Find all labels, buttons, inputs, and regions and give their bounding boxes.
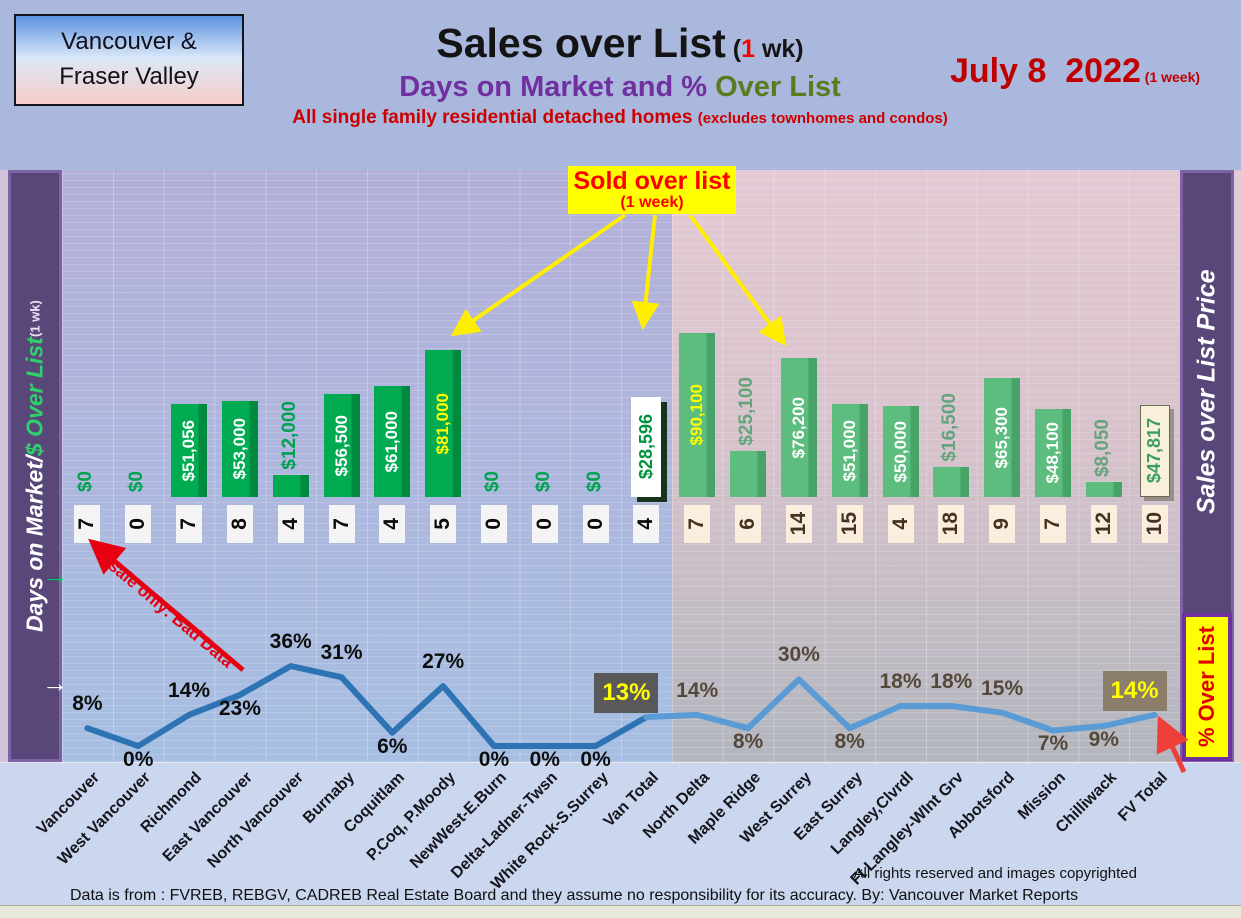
left-axis-label-days: Days on Market/ bbox=[21, 455, 48, 633]
days-on-market-value: 0 bbox=[531, 505, 558, 543]
page-title: Sales over List (1 wk) bbox=[436, 20, 804, 66]
subtitle: Days on Market and % Over List bbox=[399, 71, 841, 103]
pct-total-label: 14% bbox=[1102, 670, 1167, 711]
days-on-market-value: 7 bbox=[684, 505, 711, 543]
days-on-market-value: 15 bbox=[836, 505, 863, 543]
title-main: Sales over List bbox=[436, 20, 726, 66]
pct-total-label: 13% bbox=[594, 673, 659, 714]
bar: $61,000 bbox=[374, 386, 411, 497]
days-on-market-value: 8 bbox=[226, 505, 253, 543]
bar: $65,300 bbox=[984, 378, 1021, 497]
total-bar-label: $28,596 bbox=[631, 397, 662, 497]
pct-label: 0% bbox=[478, 748, 510, 771]
days-on-market-value: 4 bbox=[379, 505, 406, 543]
days-on-market-value: 10 bbox=[1141, 505, 1168, 543]
days-on-market-value: 14 bbox=[785, 505, 812, 543]
days-on-market-value: 12 bbox=[1090, 505, 1117, 543]
bar: $51,056 bbox=[171, 404, 208, 497]
logo-line1: Vancouver & bbox=[61, 28, 197, 56]
header: Sales over List (1 wk) Days on Market an… bbox=[250, 20, 990, 129]
pct-label: 6% bbox=[377, 734, 408, 758]
pct-label: 15% bbox=[981, 676, 1024, 700]
bar: $51,000 bbox=[831, 404, 868, 497]
left-axis-label-dollars: $ Over List bbox=[21, 336, 48, 456]
days-on-market-value: 18 bbox=[938, 505, 965, 543]
sold-over-list-callout: Sold over list (1 week) bbox=[568, 166, 736, 214]
chart-area: Days on Market/ $ Over List (1 wk) → → S… bbox=[0, 170, 1241, 771]
days-on-market-value: 5 bbox=[430, 505, 457, 543]
pct-label: 14% bbox=[168, 678, 211, 702]
report-date: July 8 2022 (1 week) bbox=[949, 52, 1201, 90]
pct-label: 8% bbox=[72, 692, 103, 716]
pct-label: 0% bbox=[123, 748, 154, 771]
logo-line2: Fraser Valley bbox=[59, 63, 199, 90]
bar bbox=[730, 451, 767, 497]
days-on-market-value: 7 bbox=[176, 505, 203, 543]
days-on-market-arrow-icon: → bbox=[42, 668, 68, 698]
title-week-count: 1 bbox=[741, 35, 755, 63]
bar bbox=[933, 467, 970, 497]
bar: $50,000 bbox=[882, 406, 919, 497]
data-source-note: Data is from : FVREB, REBGV, CADREB Real… bbox=[70, 887, 1079, 904]
bar: $81,000 bbox=[425, 350, 462, 497]
right-axis-label: Sales over List Price bbox=[1192, 269, 1221, 515]
bar: $56,500 bbox=[323, 394, 360, 497]
pct-label: 8% bbox=[732, 730, 764, 754]
bar bbox=[272, 475, 309, 497]
bar bbox=[1085, 482, 1122, 497]
left-axis-banner: Days on Market/ $ Over List (1 wk) bbox=[8, 170, 62, 762]
days-on-market-value: 0 bbox=[582, 505, 609, 543]
category-axis-band: Vancouver West Vancouver Richmond East Vanc… bbox=[0, 762, 1241, 905]
bar: $48,100 bbox=[1034, 409, 1071, 497]
pct-over-list-line bbox=[84, 663, 1158, 749]
pct-label: 27% bbox=[422, 650, 465, 674]
days-on-market-value: 0 bbox=[480, 505, 507, 543]
bottom-strip bbox=[0, 905, 1241, 918]
category-axis: Vancouver West Vancouver Richmond East Vanc… bbox=[34, 763, 1180, 906]
days-on-market-value: 0 bbox=[125, 505, 152, 543]
pct-label: 8% bbox=[834, 730, 865, 754]
bar: $76,200 bbox=[780, 358, 817, 497]
pct-over-list-legend: % Over List bbox=[1182, 613, 1232, 761]
days-on-market-value: 9 bbox=[989, 505, 1016, 543]
plot-area: $0 7 $0 0 $51,056 7 $53,000 8 $12,000 4 $56,500 7 $6… bbox=[62, 170, 1180, 771]
total-bar-label: $47,817 bbox=[1139, 405, 1170, 497]
days-on-market-value: 4 bbox=[277, 505, 304, 543]
days-on-market-value: 7 bbox=[328, 505, 355, 543]
pct-label: 7% bbox=[1037, 732, 1069, 756]
pct-label: 30% bbox=[777, 643, 820, 667]
days-on-market-value: 7 bbox=[1039, 505, 1066, 543]
days-on-market-value: 4 bbox=[887, 505, 914, 543]
region-logo-box: Vancouver & Fraser Valley bbox=[14, 14, 244, 106]
copyright-note: All rights reserved and images copyright… bbox=[853, 865, 1137, 882]
pct-label: 18% bbox=[930, 670, 973, 694]
pct-label: 0% bbox=[580, 748, 611, 771]
pct-label: 14% bbox=[676, 678, 719, 702]
pct-label: 23% bbox=[218, 696, 261, 720]
pct-label: 0% bbox=[529, 748, 560, 771]
right-axis-banner: Sales over List Price % Over List bbox=[1180, 170, 1234, 762]
left-axis-label-period: (1 wk) bbox=[27, 299, 43, 337]
bar: $53,000 bbox=[221, 401, 258, 497]
days-on-market-value: 7 bbox=[74, 505, 101, 543]
bar: $90,100 bbox=[679, 333, 716, 497]
days-on-market-value: 4 bbox=[633, 505, 660, 543]
pct-label: 18% bbox=[879, 670, 922, 694]
pct-label: 36% bbox=[269, 630, 312, 654]
pct-label: 9% bbox=[1088, 728, 1119, 752]
days-on-market-value: 6 bbox=[735, 505, 762, 543]
dollar-over-list-arrow-icon: → bbox=[42, 560, 68, 590]
tagline: All single family residential detached h… bbox=[292, 107, 948, 128]
pct-label: 31% bbox=[320, 641, 363, 665]
